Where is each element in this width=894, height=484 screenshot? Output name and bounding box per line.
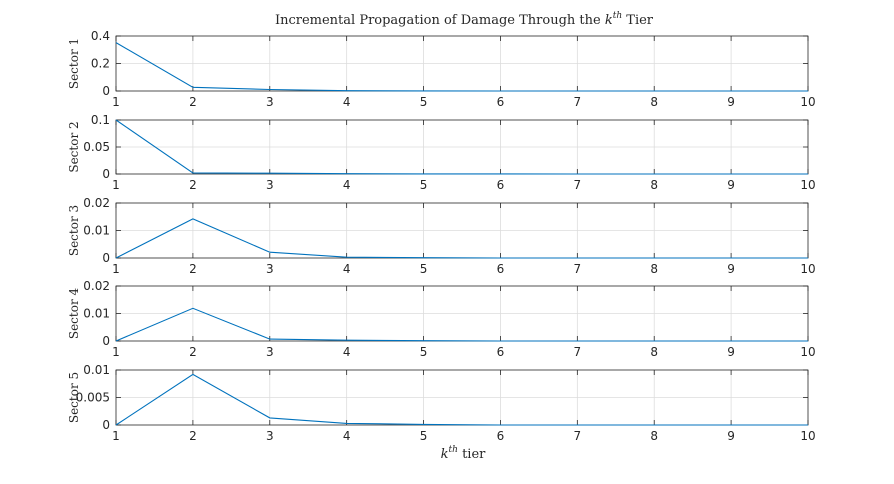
subplot-4-ytick-label: 0.01: [83, 307, 110, 321]
subplot-3-xtick-label: 6: [497, 262, 505, 276]
subplot-2-xtick-label: 2: [189, 178, 197, 192]
subplot-1-ytick-label: 0.2: [91, 57, 110, 71]
subplot-3-xtick-label: 4: [343, 262, 351, 276]
subplot-1-xtick-label: 6: [497, 95, 505, 109]
subplot-2-ytick-label: 0: [102, 167, 110, 181]
subplot-3-xtick-label: 8: [650, 262, 658, 276]
subplot-1-xtick-label: 8: [650, 95, 658, 109]
subplot-4-xtick-label: 4: [343, 345, 351, 359]
subplot-1-xtick-label: 4: [343, 95, 351, 109]
chart-title-k: k: [605, 13, 613, 28]
subplot-4-xtick-label: 5: [420, 345, 428, 359]
subplot-5-ytick-label: 0.01: [83, 363, 110, 377]
chart-title-sup: th: [613, 11, 622, 21]
subplot-2-ylabel: Sector 2: [67, 121, 81, 172]
subplot-3-xtick-label: 7: [574, 262, 582, 276]
subplot-3-xtick-label: 10: [800, 262, 815, 276]
subplot-1-xtick-label: 10: [800, 95, 815, 109]
subplot-3-xtick-label: 5: [420, 262, 428, 276]
subplot-1-xtick-label: 2: [189, 95, 197, 109]
subplot-5-ytick-label: 0: [102, 418, 110, 432]
subplot-4-xtick-label: 2: [189, 345, 197, 359]
subplot-1-xtick-label: 3: [266, 95, 274, 109]
chart-title: Incremental Propagation of Damage Throug…: [275, 11, 654, 28]
subplot-5-xtick-label: 2: [189, 429, 197, 443]
subplot-2-ytick-label: 0.1: [91, 113, 110, 127]
subplot-3-ytick-label: 0.01: [83, 224, 110, 238]
x-axis-label-k: k: [441, 447, 449, 462]
subplot-4-ytick-label: 0: [102, 334, 110, 348]
subplot-4-xtick-label: 9: [727, 345, 735, 359]
subplot-5-xtick-label: 3: [266, 429, 274, 443]
subplot-4-xtick-label: 10: [800, 345, 815, 359]
subplot-5-xtick-label: 1: [112, 429, 120, 443]
subplot-2-xtick-label: 5: [420, 178, 428, 192]
subplot-4-xtick-label: 1: [112, 345, 120, 359]
subplot-1-xtick-label: 9: [727, 95, 735, 109]
subplot-4-xtick-label: 8: [650, 345, 658, 359]
x-axis-label: kth tier: [441, 445, 487, 462]
subplot-1-series-line: [115, 42, 808, 92]
subplot-5-xtick-label: 7: [574, 429, 582, 443]
subplot-2-xtick-label: 6: [497, 178, 505, 192]
subplot-2-xtick-label: 10: [800, 178, 815, 192]
subplot-5-xtick-label: 10: [800, 429, 815, 443]
subplot-2-xtick-label: 7: [574, 178, 582, 192]
subplot-2-xtick-label: 4: [343, 178, 351, 192]
subplot-3-ytick-label: 0.02: [83, 196, 110, 210]
subplot-5-xtick-label: 4: [343, 429, 351, 443]
subplot-4-series-line: [115, 307, 808, 342]
subplot-4-xtick-label: 7: [574, 345, 582, 359]
subplot-1-ylabel: Sector 1: [67, 38, 81, 89]
subplot-5-ylabel: Sector 5: [67, 372, 81, 423]
subplot-1-ytick-label: 0.4: [91, 29, 110, 43]
subplot-5-xtick-label: 5: [420, 429, 428, 443]
subplot-5-xtick-label: 8: [650, 429, 658, 443]
subplot-5-xtick-label: 6: [497, 429, 505, 443]
subplot-2-xtick-label: 8: [650, 178, 658, 192]
subplot-1: 1 2 3 4 5 6 7 8 9 10 0 0.2 0.4 Sector 1: [67, 29, 816, 109]
subplot-4-xtick-label: 3: [266, 345, 274, 359]
subplot-4-xtick-label: 6: [497, 345, 505, 359]
subplot-3-series-line: [115, 218, 808, 259]
subplot-3-xtick-label: 3: [266, 262, 274, 276]
subplot-5-xtick-label: 9: [727, 429, 735, 443]
subplot-2-ytick-label: 0.05: [83, 140, 110, 154]
subplot-5-ytick-label: 0.005: [76, 391, 110, 405]
subplot-2-series-line: [115, 119, 808, 175]
chart-title-main: Incremental Propagation of Damage Throug…: [275, 13, 605, 28]
subplot-3-xtick-label: 9: [727, 262, 735, 276]
subplot-3-xtick-label: 1: [112, 262, 120, 276]
subplot-4-ylabel: Sector 4: [67, 288, 81, 340]
subplot-1-xtick-label: 1: [112, 95, 120, 109]
x-axis-label-sup: th: [449, 445, 458, 455]
subplot-2: 1 2 3 4 5 6 7 8 9 10 0 0.05 0.1 Sector 2: [67, 113, 816, 192]
subplot-3-ylabel: Sector 3: [67, 205, 81, 256]
subplot-3-xtick-label: 2: [189, 262, 197, 276]
subplot-5-series-line: [115, 373, 808, 426]
subplot-1-xtick-label: 7: [574, 95, 582, 109]
subplot-2-xtick-label: 3: [266, 178, 274, 192]
chart-title-end: Tier: [622, 13, 654, 28]
subplot-3-ytick-label: 0: [102, 251, 110, 265]
subplot-2-xtick-label: 9: [727, 178, 735, 192]
subplot-4-ytick-label: 0.02: [83, 279, 110, 293]
x-axis-label-end: tier: [458, 447, 486, 462]
subplot-1-ytick-label: 0: [102, 84, 110, 98]
subplot-1-xtick-label: 5: [420, 95, 428, 109]
subplot-2-xtick-label: 1: [112, 178, 120, 192]
